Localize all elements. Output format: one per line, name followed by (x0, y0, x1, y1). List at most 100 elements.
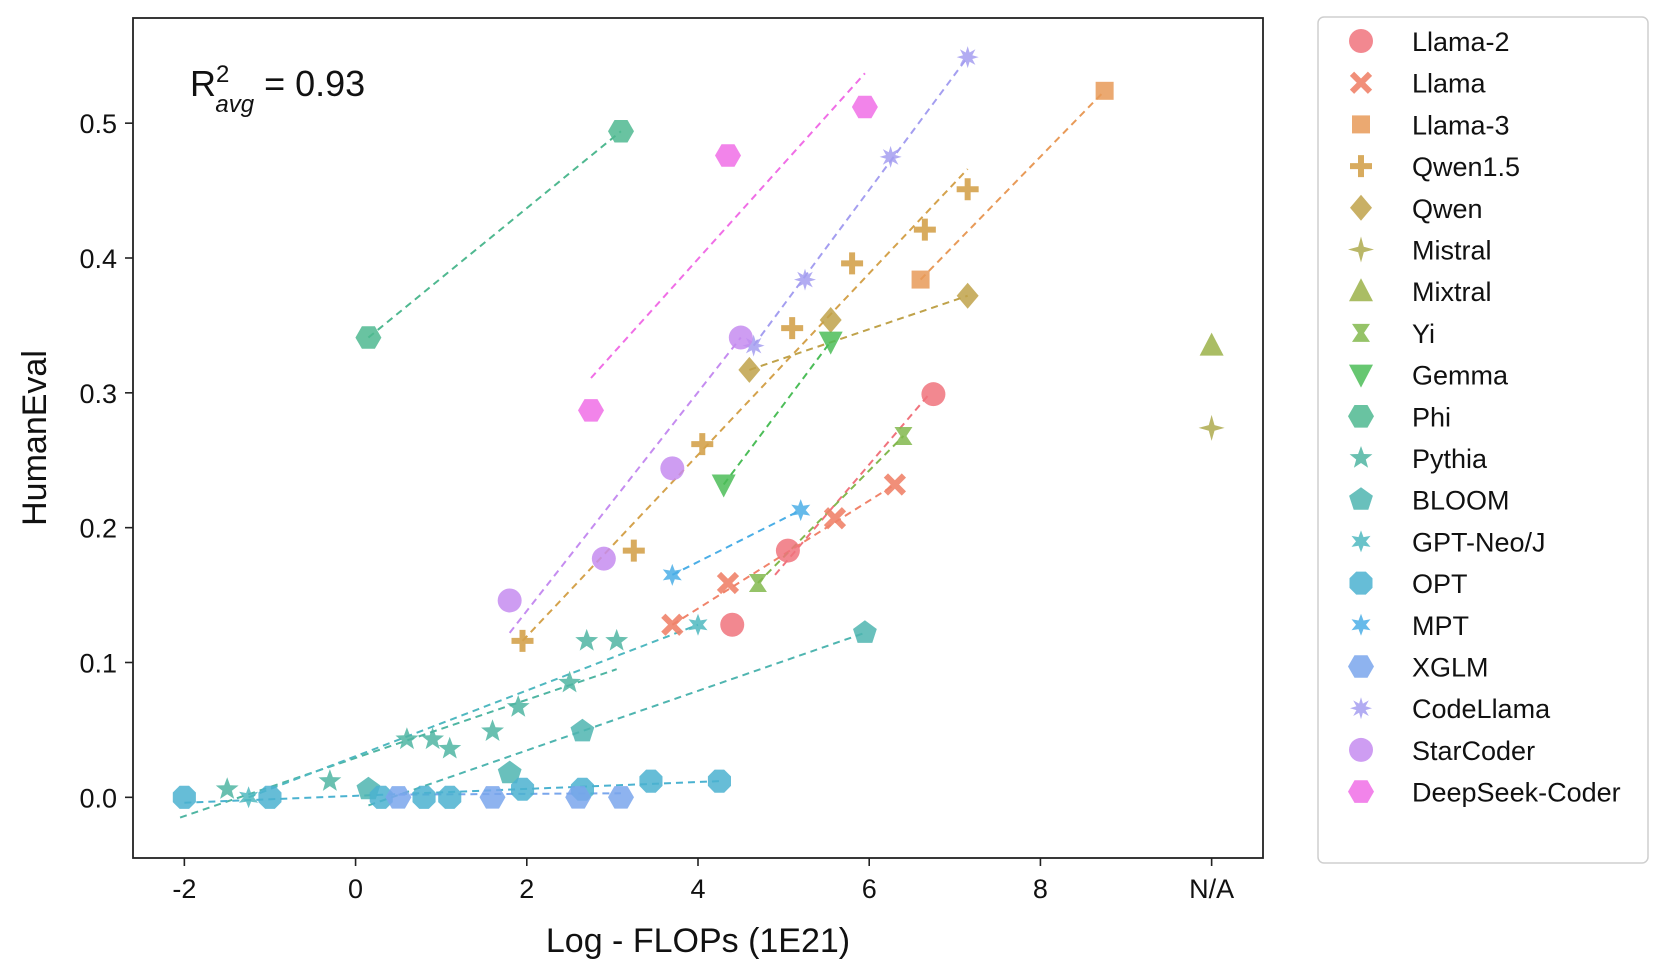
point-deepseek-coder (578, 399, 604, 422)
point-pythia (558, 670, 581, 693)
point-yi (894, 426, 913, 445)
point-llama (883, 473, 907, 496)
point-gemma (818, 331, 843, 355)
y-tick-label: 0.0 (79, 783, 117, 813)
legend-marker-qwen (1350, 194, 1372, 221)
point-qwen1-5 (913, 218, 936, 241)
r2-sup: 2 (216, 61, 229, 88)
fit-line-deepseek-coder (590, 72, 866, 379)
legend-label: StarCoder (1412, 736, 1535, 766)
point-gpt-neo-j (688, 613, 708, 636)
point-llama-3 (911, 270, 930, 289)
legend-marker-qwen1-5 (1350, 155, 1372, 178)
legend-label: CodeLlama (1412, 694, 1551, 724)
point-mistral (1198, 414, 1225, 441)
fit-line-llama (671, 483, 896, 626)
legend: Llama-2 Llama Llama-3 Qwen1.5 Qwen Mistral Mix… (1317, 16, 1649, 864)
point-pythia (215, 777, 239, 799)
legend-marker-pythia (1349, 446, 1373, 468)
point-opt (369, 785, 393, 809)
legend-label: XGLM (1412, 653, 1489, 683)
x-tick-label: 8 (1033, 874, 1048, 904)
point-mixtral (1199, 332, 1224, 356)
point-llama (823, 507, 847, 530)
y-tick-label: 0.5 (79, 109, 117, 139)
point-qwen (738, 356, 761, 383)
legend-item-llama-3: Llama-3 (1352, 110, 1510, 140)
legend-label: Phi (1412, 402, 1451, 432)
fit-line-llama-3 (919, 90, 1106, 281)
point-pythia (481, 719, 504, 741)
x-tick-label: -2 (172, 874, 196, 904)
x-axis-label: Log - FLOPs (1E21) (546, 922, 850, 960)
legend-item-gemma: Gemma (1349, 361, 1509, 391)
fit-lines (179, 56, 1106, 819)
legend-label: Qwen1.5 (1412, 152, 1520, 182)
point-qwen1-5 (956, 178, 979, 201)
point-xglm (385, 786, 412, 809)
point-codellama (794, 268, 816, 291)
point-gpt-neo-j (239, 786, 259, 809)
point-llama-2 (775, 538, 800, 563)
point-llama (716, 571, 740, 595)
r2-annotation: R2 avg = 0.93 (190, 61, 365, 118)
point-opt (438, 785, 462, 809)
point-starcoder (728, 325, 753, 350)
legend-item-mistral: Mistral (1348, 236, 1492, 266)
legend-label: Llama (1412, 69, 1487, 99)
point-phi (355, 326, 382, 349)
point-llama-2 (921, 382, 946, 407)
legend-marker-llama-2 (1349, 29, 1373, 53)
plot-area (132, 17, 1264, 859)
point-pythia (575, 628, 599, 651)
legend-label: Gemma (1412, 361, 1509, 391)
legend-marker-xglm (1348, 655, 1374, 678)
legend-item-xglm: XGLM (1348, 653, 1489, 683)
legend-marker-gpt-neo-j (1351, 530, 1371, 553)
point-bloom (853, 620, 877, 643)
point-opt (639, 769, 663, 793)
point-qwen1-5 (622, 539, 645, 562)
x-axis: -2 0 2 4 6 8 N/A (172, 858, 1234, 904)
fit-line-qwen (749, 294, 968, 371)
y-axis-label: HumanEval (16, 350, 54, 526)
point-qwen (956, 282, 979, 309)
fit-line-starcoder (508, 336, 742, 634)
fit-line-bloom (368, 631, 866, 807)
legend-item-gpt-neo-j: GPT-Neo/J (1351, 527, 1546, 557)
point-bloom (497, 760, 522, 784)
point-qwen (819, 307, 842, 334)
legend-item-phi: Phi (1348, 402, 1451, 432)
point-pythia (506, 695, 530, 717)
legend-label: Mixtral (1412, 277, 1492, 307)
point-opt (707, 769, 731, 793)
point-pythia (395, 727, 419, 750)
legend-marker-opt (1349, 571, 1373, 595)
point-yi (748, 573, 767, 592)
r2-value: = 0.93 (254, 63, 365, 104)
fit-line-phi (367, 130, 622, 339)
legend-item-pythia: Pythia (1349, 444, 1488, 474)
point-xglm (479, 786, 506, 809)
fit-line-gpt-neo-j (248, 623, 699, 799)
legend-items: Llama-2 Llama Llama-3 Qwen1.5 Qwen Mistral Mix… (1348, 27, 1621, 808)
data-points (172, 46, 1225, 809)
point-llama-3 (1095, 81, 1114, 100)
point-deepseek-coder (715, 144, 741, 167)
point-opt (258, 785, 282, 809)
fit-line-yi (757, 435, 905, 584)
x-tick-label: 4 (690, 874, 705, 904)
legend-item-opt: OPT (1349, 569, 1468, 599)
legend-item-yi: Yi (1352, 319, 1435, 349)
y-tick-label: 0.2 (79, 514, 117, 544)
legend-label: BLOOM (1412, 486, 1510, 516)
y-axis: 0.0 0.1 0.2 0.3 0.4 0.5 (79, 109, 133, 813)
point-bloom (570, 718, 595, 742)
legend-label: Yi (1412, 319, 1435, 349)
legend-label: Qwen (1412, 194, 1483, 224)
point-phi (608, 120, 634, 143)
point-llama (661, 613, 684, 636)
legend-marker-llama (1349, 71, 1373, 94)
x-tick-label: 0 (348, 874, 363, 904)
